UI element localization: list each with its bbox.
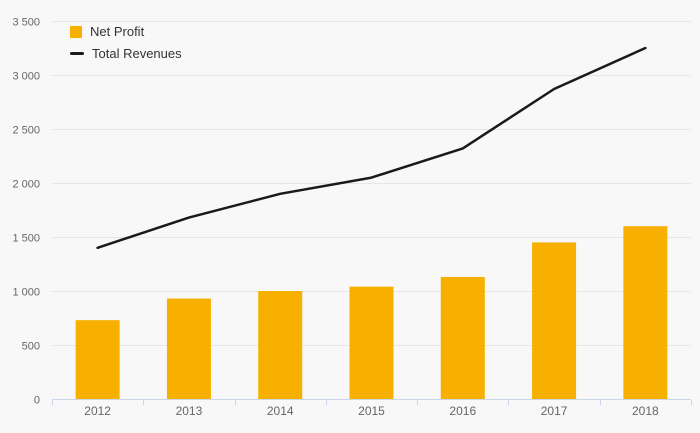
y-tick-label: 500 — [22, 341, 40, 353]
y-tick-label: 3 000 — [12, 71, 40, 83]
x-tick-label-2013: 2013 — [176, 404, 203, 418]
legend-item-total-revenues[interactable]: Total Revenues — [70, 45, 182, 62]
y-tick-label: 2 000 — [12, 179, 40, 191]
x-tick-label-2015: 2015 — [358, 404, 385, 418]
total-revenues-line[interactable] — [96, 46, 647, 250]
x-tick-label-2016: 2016 — [449, 404, 476, 418]
bar-2015[interactable] — [349, 286, 394, 399]
bar-swatch-icon — [70, 25, 82, 38]
x-tick-label-2014: 2014 — [267, 404, 294, 418]
x-tick-label-2018: 2018 — [632, 404, 659, 418]
y-tick-label: 2 500 — [12, 125, 40, 137]
bar-2014[interactable] — [258, 291, 303, 399]
legend-item-net-profit[interactable]: Net Profit — [70, 23, 182, 40]
legend: Net Profit Total Revenues — [70, 23, 182, 62]
y-tick-label: 0 — [34, 395, 40, 407]
bar-2013[interactable] — [166, 298, 211, 399]
x-tick-label-2017: 2017 — [541, 404, 568, 418]
y-tick-label: 3 500 — [12, 17, 40, 29]
y-tick-label: 1 000 — [12, 287, 40, 299]
legend-label-net-profit: Net Profit — [90, 24, 145, 39]
bar-2017[interactable] — [532, 242, 577, 399]
bar-2016[interactable] — [440, 276, 485, 399]
legend-label-total-revenues: Total Revenues — [92, 46, 182, 61]
bar-2018[interactable] — [623, 226, 668, 399]
bar-2012[interactable] — [75, 320, 120, 399]
line-swatch-icon — [70, 52, 84, 55]
x-tick-label-2012: 2012 — [84, 404, 111, 418]
y-tick-label: 1 500 — [12, 233, 40, 245]
